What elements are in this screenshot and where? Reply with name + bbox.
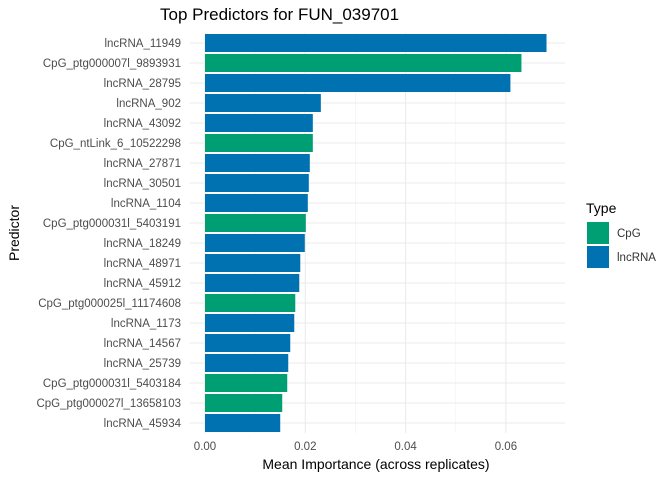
bar-lncRNA_43092 xyxy=(205,114,313,132)
x-tick-label: 0.02 xyxy=(294,441,316,453)
bar-CpG_ptg000031l_5403184 xyxy=(205,374,288,392)
y-tick-label: lncRNA_45912 xyxy=(104,278,181,290)
y-tick-label: lncRNA_28795 xyxy=(104,78,181,90)
bar-CpG_ntLink_6_10522298 xyxy=(205,134,313,152)
legend-label-lncrna: lncRNA xyxy=(617,252,656,264)
y-tick-label: lncRNA_902 xyxy=(116,98,181,110)
bar-CpG_ptg000031l_5403191 xyxy=(205,214,306,232)
y-tick-label: lncRNA_43092 xyxy=(104,118,181,130)
y-tick-label: lncRNA_30501 xyxy=(104,178,181,190)
y-tick-label: lncRNA_48971 xyxy=(104,258,181,270)
bar-lncRNA_27871 xyxy=(205,154,310,172)
y-tick-label: CpG_ptg000007l_9893931 xyxy=(43,58,181,70)
y-tick-label: lncRNA_27871 xyxy=(104,158,181,170)
bar-lncRNA_28795 xyxy=(205,74,511,92)
bar-lncRNA_1104 xyxy=(205,194,308,212)
legend-swatch-cpg xyxy=(587,222,609,244)
x-tick-label: 0.00 xyxy=(194,441,216,453)
y-tick-label: CpG_ptg000025l_11174608 xyxy=(38,298,181,310)
bar-lncRNA_45934 xyxy=(205,414,281,432)
legend-label-cpg: CpG xyxy=(617,228,641,240)
bar-CpG_ptg000007l_9893931 xyxy=(205,54,522,72)
x-tick-label: 0.04 xyxy=(394,441,417,453)
bar-lncRNA_18249 xyxy=(205,234,305,252)
y-tick-label: lncRNA_45934 xyxy=(104,418,182,430)
y-tick-label: lncRNA_11949 xyxy=(104,38,181,50)
bar-lncRNA_25739 xyxy=(205,354,289,372)
y-tick-label: CpG_ntLink_6_10522298 xyxy=(50,138,181,150)
y-tick-label: CpG_ptg000031l_5403184 xyxy=(43,378,182,390)
bar-lncRNA_45912 xyxy=(205,274,300,292)
legend-swatch-lncrna xyxy=(587,246,609,268)
bar-CpG_ptg000027l_13658103 xyxy=(205,394,283,412)
y-tick-label: lncRNA_25739 xyxy=(104,358,181,370)
bar-lncRNA_30501 xyxy=(205,174,309,192)
bar-lncRNA_11949 xyxy=(205,34,547,52)
bar-lncRNA_1173 xyxy=(205,314,295,332)
y-axis-label: Predictor xyxy=(6,205,22,261)
chart-title: Top Predictors for FUN_039701 xyxy=(160,5,399,24)
x-axis-label: Mean Importance (across replicates) xyxy=(262,456,489,472)
y-tick-label: lncRNA_1173 xyxy=(111,318,181,330)
bar-lncRNA_902 xyxy=(205,94,321,112)
y-tick-label: CpG_ptg000027l_13658103 xyxy=(36,398,181,410)
bar-CpG_ptg000025l_11174608 xyxy=(205,294,296,312)
y-tick-label: lncRNA_18249 xyxy=(104,238,181,250)
bar-lncRNA_14567 xyxy=(205,334,291,352)
legend: Type CpG lncRNA xyxy=(586,200,656,268)
x-tick-label: 0.06 xyxy=(495,441,517,453)
bar-lncRNA_48971 xyxy=(205,254,301,272)
legend-title: Type xyxy=(586,200,617,216)
y-tick-label: CpG_ptg000031l_5403191 xyxy=(43,218,181,230)
y-tick-label: lncRNA_14567 xyxy=(104,338,181,350)
y-tick-label: lncRNA_1104 xyxy=(111,198,182,210)
